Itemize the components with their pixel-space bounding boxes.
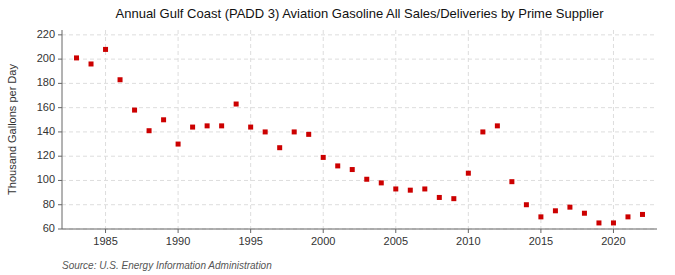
grid-line <box>62 156 657 157</box>
point <box>103 47 108 52</box>
x-tick-label: 1990 <box>166 235 190 247</box>
point <box>538 214 543 219</box>
point <box>147 128 152 133</box>
point <box>364 177 369 182</box>
grid-line <box>62 59 657 60</box>
y-tick <box>58 107 62 108</box>
grid-line <box>540 30 541 229</box>
x-tick <box>105 229 106 233</box>
point <box>611 220 616 225</box>
grid-line <box>613 30 614 229</box>
point <box>509 179 514 184</box>
y-tick-label: 120 <box>37 149 55 161</box>
point <box>466 171 471 176</box>
point <box>219 123 224 128</box>
y-tick-label: 220 <box>37 28 55 40</box>
point <box>248 125 253 130</box>
point <box>306 132 311 137</box>
point <box>524 202 529 207</box>
y-tick-label: 180 <box>37 76 55 88</box>
point <box>379 180 384 185</box>
x-tick <box>613 229 614 233</box>
y-tick <box>58 180 62 181</box>
grid-line <box>62 83 657 84</box>
point <box>263 129 268 134</box>
x-tick <box>323 229 324 233</box>
y-axis-line <box>62 30 63 229</box>
point <box>625 214 630 219</box>
axes: 60 80 100 120 140 160 180 200 220 1985 1990 1995 200… <box>37 28 626 247</box>
point <box>190 125 195 130</box>
point <box>350 167 355 172</box>
point <box>205 123 210 128</box>
grid-line <box>62 180 657 181</box>
point <box>553 208 558 213</box>
grid-line <box>178 30 179 229</box>
x-tick-label: 2015 <box>529 235 553 247</box>
point <box>277 145 282 150</box>
y-tick <box>58 59 62 60</box>
point <box>408 188 413 193</box>
y-tick <box>58 83 62 84</box>
point <box>596 220 601 225</box>
y-axis-label: Thousand Gallons per Day <box>6 64 18 195</box>
x-tick <box>395 229 396 233</box>
x-tick-label: 2010 <box>456 235 480 247</box>
y-tick <box>58 229 62 230</box>
y-tick-label: 80 <box>43 198 55 210</box>
y-tick <box>58 156 62 157</box>
x-tick-label: 2000 <box>311 235 335 247</box>
x-tick <box>540 229 541 233</box>
point <box>495 123 500 128</box>
point <box>393 186 398 191</box>
x-tick <box>250 229 251 233</box>
point <box>118 77 123 82</box>
point <box>132 108 137 113</box>
point <box>640 212 645 217</box>
grid-line <box>62 107 657 108</box>
point <box>451 196 456 201</box>
grid <box>62 30 657 229</box>
y-tick <box>58 131 62 132</box>
point <box>480 129 485 134</box>
point <box>321 155 326 160</box>
chart: 60 80 100 120 140 160 180 200 220 1985 1990 1995 200… <box>0 0 675 275</box>
grid-line <box>105 30 106 229</box>
points <box>74 47 645 226</box>
y-tick-label: 60 <box>43 222 55 234</box>
y-tick-label: 100 <box>37 173 55 185</box>
y-tick-label: 160 <box>37 101 55 113</box>
grid-line <box>62 34 657 35</box>
point <box>292 129 297 134</box>
x-tick <box>178 229 179 233</box>
y-tick <box>58 204 62 205</box>
x-axis-line <box>62 229 657 230</box>
point <box>161 117 166 122</box>
y-tick-label: 200 <box>37 52 55 64</box>
point <box>567 205 572 210</box>
y-tick <box>58 34 62 35</box>
point <box>74 55 79 60</box>
point <box>234 102 239 107</box>
grid-line <box>62 229 657 230</box>
grid-line <box>468 30 469 229</box>
point <box>89 61 94 66</box>
x-tick <box>468 229 469 233</box>
title: Annual Gulf Coast (PADD 3) Aviation Gaso… <box>116 6 605 21</box>
point <box>422 186 427 191</box>
x-tick-label: 2005 <box>384 235 408 247</box>
x-tick-label: 1995 <box>238 235 262 247</box>
x-tick-label: 1985 <box>93 235 117 247</box>
point <box>176 142 181 147</box>
x-tick-label: 2020 <box>601 235 625 247</box>
grid-line <box>323 30 324 229</box>
point <box>437 195 442 200</box>
source: Source: U.S. Energy Information Administ… <box>62 260 272 271</box>
point <box>335 163 340 168</box>
point <box>582 211 587 216</box>
grid-line <box>395 30 396 229</box>
y-tick-label: 140 <box>37 125 55 137</box>
